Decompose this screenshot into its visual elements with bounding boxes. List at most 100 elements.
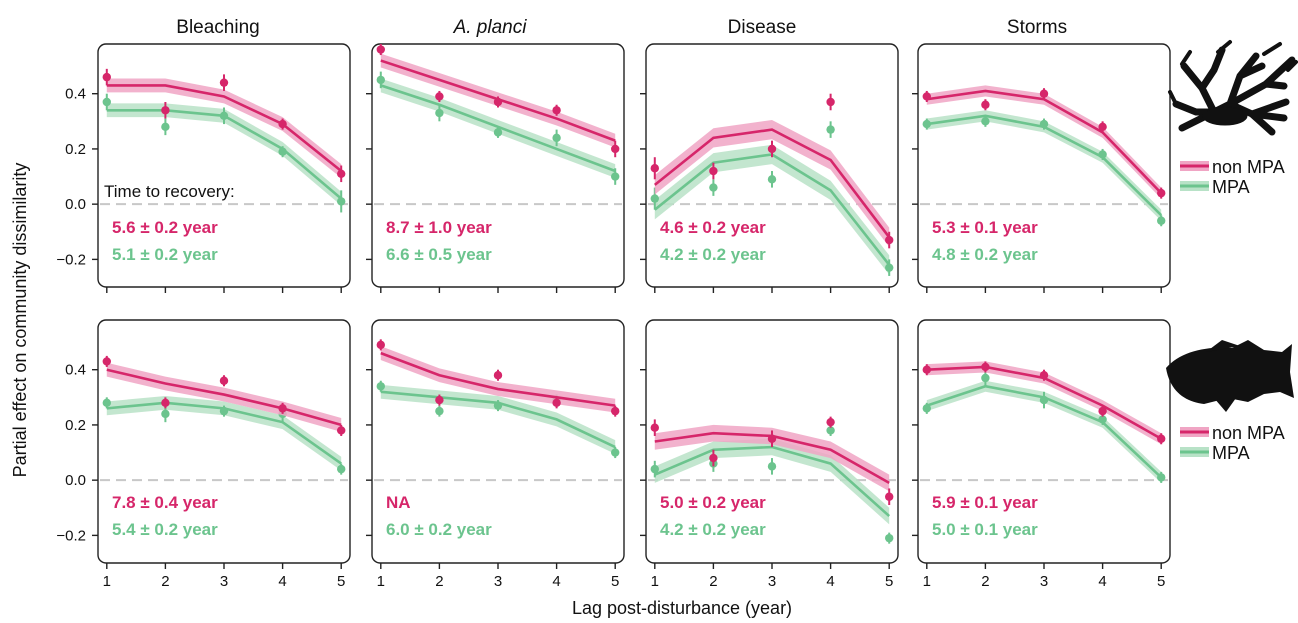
x-tick-label: 1 — [377, 573, 385, 590]
data-point-non-mpa — [981, 362, 990, 372]
recovery-heading: Time to recovery: — [104, 182, 235, 201]
confidence-band-non-mpa — [380, 346, 616, 413]
data-point-non-mpa — [493, 97, 503, 107]
data-point-mpa — [337, 464, 346, 474]
data-point-mpa — [493, 128, 503, 137]
data-point-mpa — [219, 406, 229, 416]
data-point-mpa — [885, 533, 894, 543]
panels: −0.2 0.0 0.2 0.4 Time to recovery: 5.6 ± 0.2 … — [56, 43, 1171, 590]
data-point-mpa — [337, 197, 346, 206]
data-point-mpa — [981, 117, 990, 126]
data-point-non-mpa — [885, 492, 894, 501]
x-tick-label: 2 — [435, 573, 443, 590]
confidence-band-mpa — [106, 103, 342, 206]
y-tick-label: 0.4 — [65, 362, 86, 379]
x-tick-label: 3 — [1040, 573, 1048, 590]
data-point-mpa — [885, 263, 894, 272]
confidence-band-mpa — [654, 438, 890, 525]
recovery-mpa: 5.0 ± 0.1 year — [932, 520, 1038, 539]
panel: 8.7 ± 1.0 year 6.6 ± 0.5 year — [366, 43, 625, 293]
data-point-non-mpa — [435, 92, 444, 101]
data-point-non-mpa — [219, 376, 229, 385]
data-point-mpa — [767, 462, 777, 471]
legend-label-mpa: MPA — [1212, 177, 1250, 197]
data-point-mpa — [1039, 119, 1049, 129]
x-tick-label: 2 — [709, 573, 717, 590]
x-tick-label: 1 — [651, 573, 659, 590]
x-tick-label: 2 — [981, 573, 989, 590]
data-point-non-mpa — [337, 426, 346, 435]
data-point-non-mpa — [650, 164, 659, 173]
column-title: A. planci — [453, 17, 528, 38]
column-title: Bleaching — [176, 17, 259, 38]
fish-silhouette-icon — [1166, 340, 1294, 412]
legend-label-mpa: MPA — [1212, 443, 1250, 463]
data-point-mpa — [767, 175, 777, 184]
data-point-non-mpa — [376, 340, 385, 350]
data-point-non-mpa — [650, 423, 659, 432]
data-point-non-mpa — [767, 144, 777, 154]
y-tick-label: 0.2 — [65, 141, 86, 158]
data-point-mpa — [552, 133, 561, 143]
data-point-mpa — [826, 426, 835, 435]
fit-line-non-mpa — [653, 128, 891, 239]
data-point-non-mpa — [161, 398, 170, 408]
confidence-band-non-mpa — [106, 78, 342, 178]
data-point-mpa — [611, 448, 620, 457]
data-point-non-mpa — [278, 119, 287, 129]
legend-label-non-mpa: non MPA — [1212, 423, 1285, 443]
fit-line-non-mpa — [106, 84, 343, 173]
recovery-mpa: 4.2 ± 0.2 year — [660, 520, 766, 539]
y-axis-label: Partial effect on community dissimilarit… — [10, 163, 30, 478]
data-point-mpa — [493, 401, 503, 410]
fit-line-non-mpa — [380, 351, 616, 407]
panel: 1 2 3 4 5 5.9 ± 0.1 year 5.0 ± 0.1 year — [912, 319, 1171, 590]
data-point-non-mpa — [376, 45, 385, 54]
x-tick-label: 4 — [826, 573, 834, 590]
data-point-mpa — [435, 108, 444, 118]
data-point-mpa — [922, 404, 931, 413]
recovery-non-mpa: 5.3 ± 0.1 year — [932, 218, 1038, 237]
y-tick-label: −0.2 — [56, 251, 86, 268]
panel: 5.3 ± 0.1 year 4.8 ± 0.2 year — [912, 43, 1171, 293]
data-point-mpa — [1098, 150, 1107, 159]
data-point-non-mpa — [885, 235, 894, 245]
data-point-mpa — [376, 75, 385, 85]
data-point-non-mpa — [611, 406, 620, 416]
data-point-non-mpa — [709, 166, 718, 176]
recovery-non-mpa: 4.6 ± 0.2 year — [660, 218, 766, 237]
column-titles: Bleaching A. planci Disease Storms — [176, 17, 1067, 38]
recovery-non-mpa: NA — [386, 493, 411, 512]
data-point-non-mpa — [435, 395, 444, 405]
x-tick-label: 3 — [768, 573, 776, 590]
data-point-non-mpa — [1098, 406, 1107, 416]
x-tick-label: 5 — [337, 573, 345, 590]
data-point-mpa — [1157, 473, 1166, 482]
data-point-mpa — [435, 406, 444, 416]
recovery-mpa: 6.6 ± 0.5 year — [386, 245, 492, 264]
data-point-non-mpa — [1039, 371, 1049, 380]
data-point-non-mpa — [981, 100, 990, 109]
data-point-mpa — [1157, 216, 1166, 225]
data-point-non-mpa — [552, 398, 561, 408]
confidence-band-non-mpa — [106, 362, 342, 432]
data-point-mpa — [650, 194, 659, 203]
data-point-mpa — [611, 172, 620, 181]
data-point-mpa — [102, 97, 111, 107]
confidence-band-non-mpa — [654, 119, 890, 247]
x-tick-label: 4 — [1098, 573, 1106, 590]
data-point-non-mpa — [337, 169, 346, 178]
x-tick-label: 5 — [885, 573, 893, 590]
recovery-non-mpa: 5.6 ± 0.2 year — [112, 218, 218, 237]
data-point-non-mpa — [219, 78, 229, 87]
x-tick-label: 5 — [1157, 573, 1165, 590]
data-point-non-mpa — [552, 106, 561, 115]
data-point-non-mpa — [493, 371, 503, 380]
data-point-mpa — [826, 125, 835, 134]
data-point-mpa — [1098, 415, 1107, 424]
data-point-non-mpa — [1098, 122, 1107, 132]
data-point-mpa — [709, 183, 718, 192]
column-title: Disease — [728, 17, 797, 38]
y-tick-label: 0.0 — [65, 472, 86, 489]
